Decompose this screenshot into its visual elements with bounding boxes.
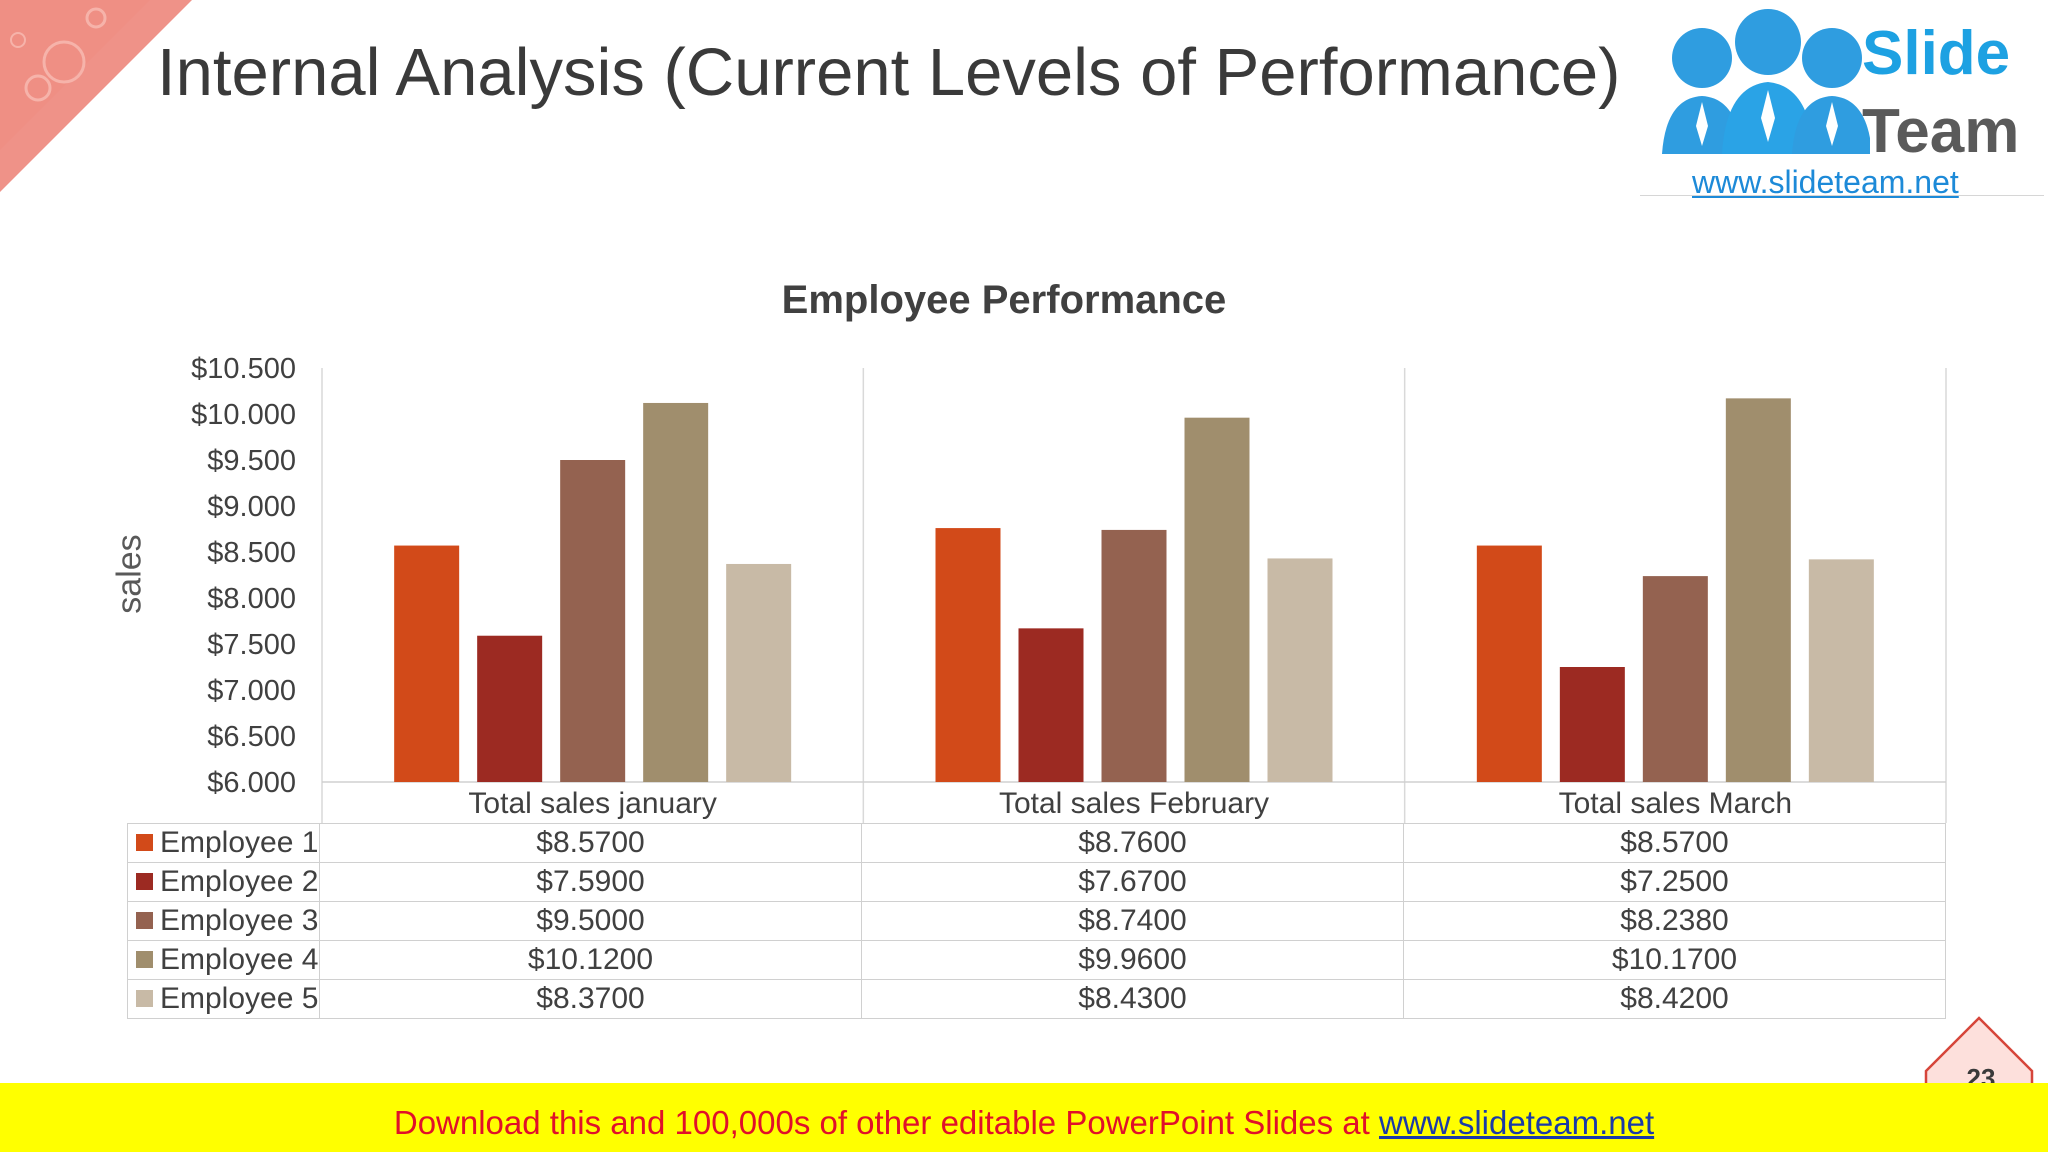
bar-employee-3 [1642, 576, 1708, 782]
bar-chart: $6.000 $6.500 $7.000 $7.500 $8.000 $8.500 $9.0… [191, 353, 1947, 823]
legend-entry: Employee 4 [127, 940, 320, 980]
legend-label: Employee 3 [160, 904, 319, 937]
y-tick-label: $8.000 [207, 583, 296, 615]
legend-label: Employee 2 [160, 865, 319, 898]
slideteam-logo: Slide Team www.slideteam.net [1640, 0, 2048, 200]
data-label: $8.2380 [1403, 901, 1946, 941]
legend-swatch [136, 873, 153, 890]
legend-label: Employee 1 [160, 826, 319, 859]
logo-word-team: Team [1862, 97, 2020, 166]
data-label: $8.7600 [861, 823, 1404, 863]
bar-employee-5 [726, 563, 792, 782]
data-label: $10.1700 [1403, 940, 1946, 980]
data-label: $8.3700 [319, 979, 862, 1019]
footer-link[interactable]: www.slideteam.net [1379, 1104, 1655, 1141]
logo-divider [1640, 195, 2044, 196]
legend-swatch [136, 951, 153, 968]
corner-decoration [0, 0, 192, 192]
slide-title: Internal Analysis (Current Levels of Per… [157, 35, 1621, 110]
bar-employee-4 [1184, 417, 1250, 782]
category-label: Total sales February [999, 787, 1269, 820]
bar-employee-5 [1808, 559, 1874, 782]
logo-url-link[interactable]: www.slideteam.net [1692, 164, 1959, 200]
y-tick-label: $6.500 [207, 721, 296, 753]
legend-entry: Employee 2 [127, 862, 320, 902]
data-label: $8.5700 [1403, 823, 1946, 863]
footer-text: Download this and 100,000s of other edit… [393, 1104, 1379, 1141]
bar-employee-5 [1267, 558, 1333, 782]
bar-employee-3 [1101, 529, 1167, 782]
legend-swatch [136, 834, 153, 851]
table-row: Employee 4 $10.1200 $9.9600 $10.1700 [127, 940, 1946, 980]
legend-label: Employee 4 [160, 943, 319, 976]
y-tick-label: $9.500 [207, 445, 296, 477]
bar-employee-2 [477, 635, 543, 782]
y-tick-label: $9.000 [207, 491, 296, 523]
legend-entry: Employee 5 [127, 979, 320, 1019]
data-label: $7.6700 [861, 862, 1404, 902]
bar-employee-1 [935, 528, 1001, 782]
data-label: $10.1200 [319, 940, 862, 980]
data-label: $9.9600 [861, 940, 1404, 980]
data-label: $8.4200 [1403, 979, 1946, 1019]
table-row: Employee 2 $7.5900 $7.6700 $7.2500 [127, 862, 1946, 902]
footer-download-banner: Download this and 100,000s of other edit… [0, 1083, 2048, 1152]
table-row: Employee 5 $8.3700 $8.4300 $8.4200 [127, 979, 1946, 1019]
legend-swatch [136, 990, 153, 1007]
bar-employee-4 [1725, 398, 1791, 782]
bar-employee-2 [1018, 628, 1084, 782]
data-label: $9.5000 [319, 901, 862, 941]
x-axis-categories: Total sales january Total sales February T… [468, 787, 1792, 820]
bar-employee-1 [394, 545, 460, 782]
data-label: $7.5900 [319, 862, 862, 902]
chart-title: Employee Performance [781, 278, 1227, 322]
bar-employee-4 [643, 402, 709, 782]
y-tick-label: $10.000 [191, 399, 296, 431]
team-people-icon [1662, 9, 1870, 154]
table-row: Employee 1 $8.5700 $8.7600 $8.5700 [127, 823, 1946, 863]
bar-employee-1 [1476, 545, 1542, 782]
y-tick-label: $10.500 [191, 353, 296, 385]
bar-employee-2 [1559, 667, 1625, 782]
y-tick-label: $8.500 [207, 537, 296, 569]
chart-bars [394, 398, 1874, 782]
y-tick-label: $6.000 [207, 767, 296, 799]
data-label: $7.2500 [1403, 862, 1946, 902]
table-row: Employee 3 $9.5000 $8.7400 $8.2380 [127, 901, 1946, 941]
logo-word-slide: Slide [1862, 19, 2011, 88]
page-number-badge [1924, 1016, 2034, 1096]
category-label: Total sales March [1559, 787, 1792, 820]
legend-swatch [136, 912, 153, 929]
data-label: $8.5700 [319, 823, 862, 863]
legend-label: Employee 5 [160, 982, 319, 1015]
y-tick-label: $7.000 [207, 675, 296, 707]
legend-entry: Employee 3 [127, 901, 320, 941]
y-tick-label: $7.500 [207, 629, 296, 661]
data-label: $8.7400 [861, 901, 1404, 941]
category-label: Total sales january [468, 787, 716, 820]
legend-entry: Employee 1 [127, 823, 320, 863]
chart-data-table: Employee 1 $8.5700 $8.7600 $8.5700 Employee … [127, 823, 1946, 1019]
y-axis-ticks: $6.000 $6.500 $7.000 $7.500 $8.000 $8.500 $9.0… [191, 353, 296, 799]
bar-employee-3 [560, 460, 626, 782]
data-label: $8.4300 [861, 979, 1404, 1019]
